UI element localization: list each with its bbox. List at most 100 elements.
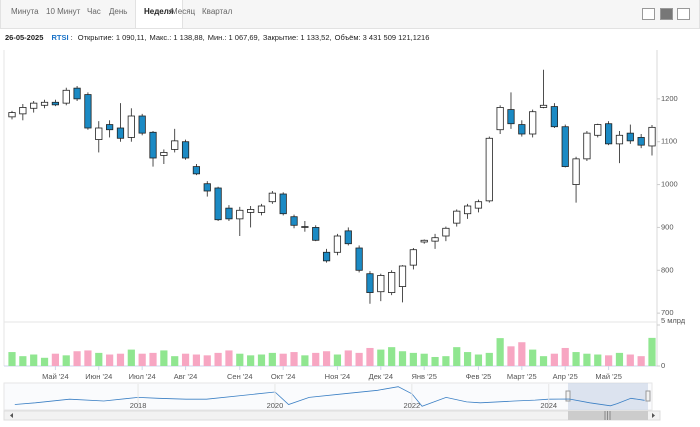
candle-body xyxy=(301,226,309,228)
candle-body xyxy=(453,210,461,224)
candle-body xyxy=(648,126,656,147)
volume-bar xyxy=(518,342,526,366)
volume-bar xyxy=(626,354,634,366)
volume-bar xyxy=(257,354,266,366)
volume-bar xyxy=(290,352,298,366)
candle-body xyxy=(561,126,569,167)
navigator-tick-label: 2018 xyxy=(130,401,147,410)
x-tick-label: Ноя '24 xyxy=(325,372,351,381)
volume-bar xyxy=(463,352,472,366)
candle-body xyxy=(333,235,342,253)
volume-bar xyxy=(138,353,146,366)
scroll-left[interactable] xyxy=(10,413,13,418)
timeframe-tabs: Минута 10 Минут Час День Неделя Месяц Квартал xyxy=(0,0,700,29)
volume-bar xyxy=(214,352,222,366)
scroll-right[interactable] xyxy=(652,413,655,418)
volume-bar xyxy=(236,353,244,366)
volume-bar xyxy=(62,355,70,366)
fullscreen-icon[interactable] xyxy=(677,8,690,20)
candle-body xyxy=(583,132,591,160)
y-tick-label: 1200 xyxy=(661,94,678,103)
volume-bar xyxy=(442,356,450,366)
volume-bar xyxy=(388,347,396,366)
volume-bar xyxy=(594,354,602,366)
x-tick-label: Дек '24 xyxy=(369,372,393,381)
candle-body xyxy=(116,127,125,139)
navigator-handle[interactable] xyxy=(565,390,571,402)
navigator xyxy=(3,382,653,411)
x-tick-label: Сен '24 xyxy=(227,372,253,381)
tab[interactable]: Минута xyxy=(11,7,39,16)
candle-body xyxy=(40,101,49,106)
volume-bar xyxy=(322,351,331,366)
navigator-line xyxy=(14,386,645,407)
line-chart-icon[interactable] xyxy=(642,8,655,20)
candle-body xyxy=(192,166,201,175)
tab[interactable]: Час xyxy=(87,7,101,16)
candle-body xyxy=(290,216,298,226)
volume-bar xyxy=(268,352,276,366)
tab[interactable]: День xyxy=(109,7,128,16)
candle-body xyxy=(344,230,352,245)
candle-body xyxy=(73,87,81,100)
candle-body xyxy=(203,183,211,192)
volume-bar xyxy=(344,350,352,366)
volume-bar xyxy=(171,356,179,366)
candle-body xyxy=(106,124,114,131)
candle-body xyxy=(626,132,634,142)
volume-bar xyxy=(312,352,320,366)
candle-body xyxy=(225,207,233,220)
volume-bar xyxy=(355,352,363,366)
candle-body xyxy=(529,111,537,135)
volume-bar xyxy=(149,352,157,366)
navigator-window[interactable] xyxy=(568,383,648,410)
candle-body xyxy=(431,237,439,242)
date: 26-05-2025 xyxy=(5,33,44,42)
info-field: Мин.: 1 067,69, xyxy=(207,33,260,42)
volume-bar xyxy=(203,355,211,366)
volume-tick-label: 5 млрд xyxy=(661,316,686,325)
candle-chart-icon[interactable] xyxy=(660,8,673,20)
candle-body xyxy=(138,115,146,134)
candle-body xyxy=(279,193,287,215)
ticker: RTSI xyxy=(51,33,69,42)
volume-bar xyxy=(84,350,92,366)
candle-body xyxy=(51,101,59,106)
candle-body xyxy=(485,137,493,202)
volume-bar xyxy=(496,338,504,366)
tab[interactable]: Квартал xyxy=(202,7,233,16)
tab[interactable]: Месяц xyxy=(171,7,196,16)
y-tick-label: 1100 xyxy=(661,137,677,146)
volume-bar xyxy=(420,353,428,366)
volume-bar xyxy=(8,352,16,366)
x-tick-label: Март '25 xyxy=(507,372,537,381)
candle-body xyxy=(507,109,515,125)
candle-body xyxy=(409,249,417,266)
info-field: Закрытие: 1 133,52, xyxy=(262,33,332,42)
tab[interactable]: 10 Минут xyxy=(46,7,81,16)
candle-body xyxy=(420,239,428,243)
tab[interactable]: Неделя xyxy=(135,0,183,28)
volume-bar xyxy=(453,347,461,366)
volume-bar xyxy=(605,355,613,366)
volume-bar xyxy=(507,346,515,366)
candle-body xyxy=(496,107,504,131)
volume-bar xyxy=(572,352,580,366)
x-tick-label: Май '24 xyxy=(42,372,69,381)
volume-bar xyxy=(160,350,168,366)
candle-body xyxy=(474,201,483,209)
volume-bar xyxy=(550,353,558,366)
scrollbar[interactable] xyxy=(3,410,661,421)
volume-bar xyxy=(51,353,59,366)
x-tick-label: Апр '25 xyxy=(553,372,578,381)
y-tick-label: 800 xyxy=(661,265,674,274)
navigator-handle[interactable] xyxy=(645,390,651,402)
candle-body xyxy=(398,265,407,287)
navigator-tick-label: 2024 xyxy=(540,401,557,410)
x-tick-label: Май '25 xyxy=(595,372,622,381)
candle-body xyxy=(605,123,613,145)
candle-body xyxy=(171,140,179,150)
volume-bar xyxy=(615,352,624,366)
candle-body xyxy=(355,247,363,271)
x-tick-label: Янв '25 xyxy=(412,372,437,381)
